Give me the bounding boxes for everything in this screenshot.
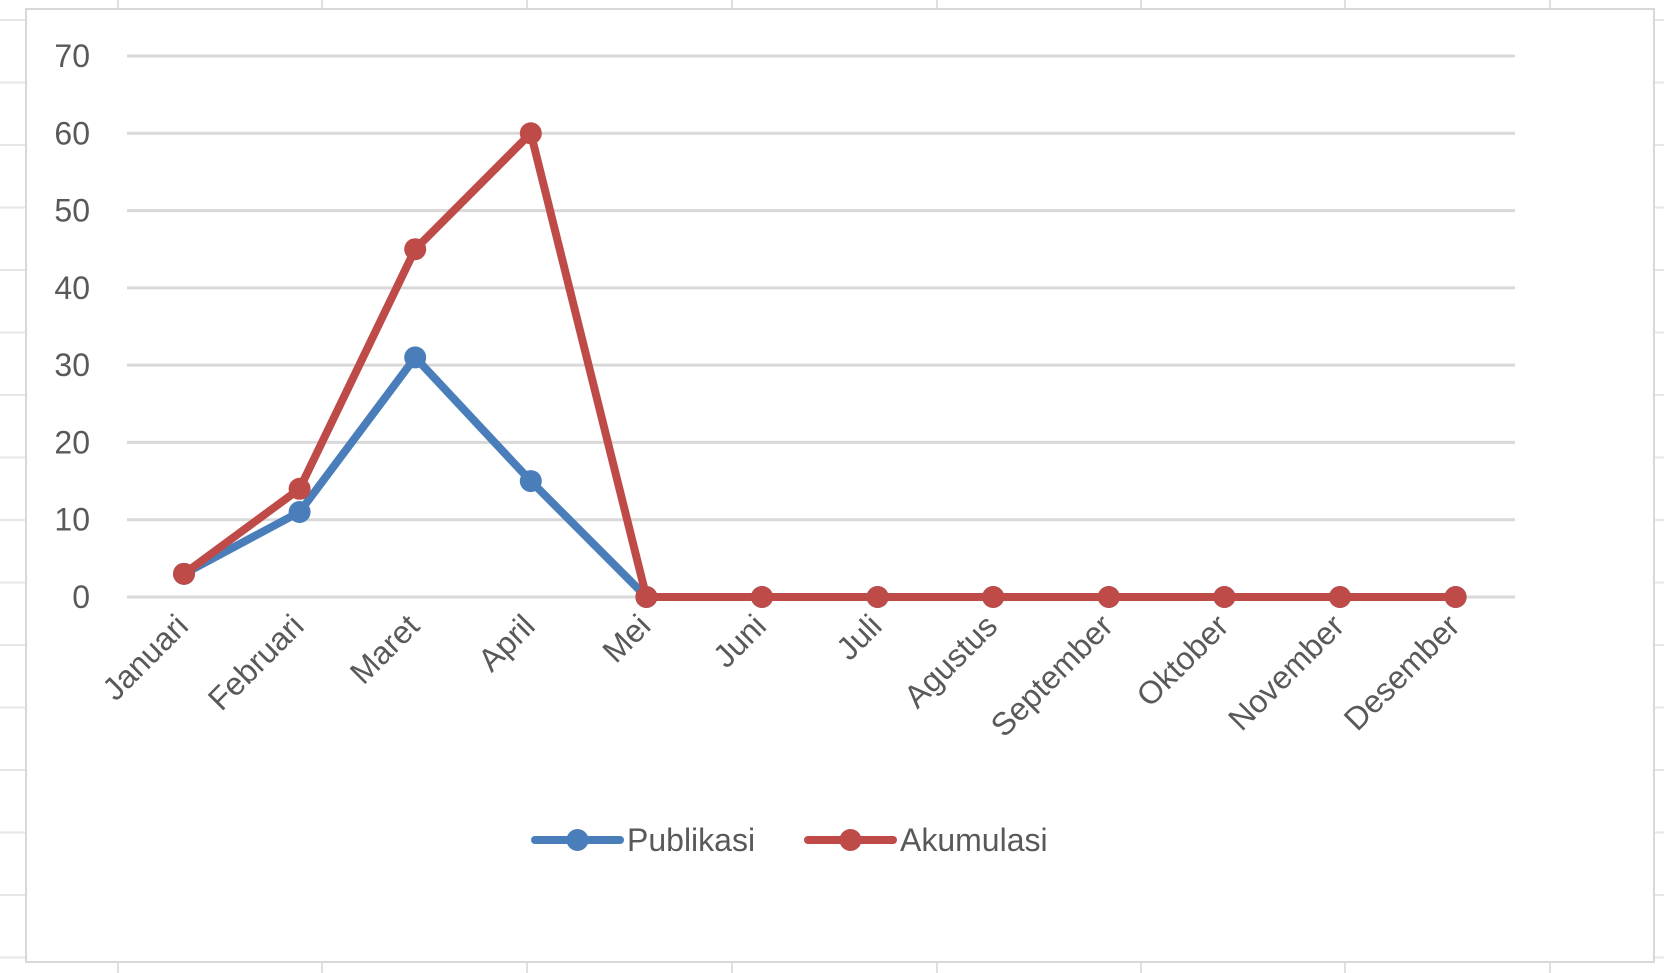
data-point	[1213, 586, 1236, 608]
x-tick-label: Mei	[595, 607, 657, 669]
x-tick-label: Oktober	[1129, 607, 1235, 713]
series-line	[180, 129, 1460, 601]
x-tick-label: Januari	[95, 607, 195, 707]
x-tick-label: April	[471, 607, 542, 678]
legend-item-akumulasi: Akumulasi	[804, 822, 1048, 858]
legend-marker	[839, 829, 862, 851]
data-point	[404, 238, 427, 261]
data-point	[982, 586, 1005, 608]
x-tick-label: Februari	[201, 607, 311, 717]
series-akumulasi	[173, 122, 1467, 608]
x-tick-label: September	[984, 607, 1120, 743]
data-point	[751, 586, 773, 608]
legend-label: Publikasi	[627, 822, 755, 858]
x-tick-label: Desember	[1337, 607, 1467, 737]
data-point	[404, 346, 427, 369]
x-tick-label: Juni	[706, 607, 773, 674]
x-tick-label: November	[1221, 607, 1351, 737]
legend-label: Akumulasi	[900, 822, 1048, 858]
data-point	[519, 122, 542, 145]
x-tick-label: Agustus	[897, 607, 1004, 714]
x-tick-label: Maret	[343, 607, 426, 690]
y-tick-label: 20	[54, 424, 90, 460]
data-point	[173, 562, 195, 585]
data-point	[1097, 586, 1120, 608]
data-point	[519, 470, 542, 493]
gridlines	[127, 54, 1515, 599]
y-tick-label: 10	[54, 502, 90, 538]
y-tick-label: 0	[72, 579, 90, 615]
y-tick-label: 70	[54, 38, 90, 74]
x-tick-label: Juli	[829, 607, 888, 666]
y-tick-label: 50	[54, 193, 90, 229]
data-point	[635, 586, 658, 608]
data-point	[288, 477, 311, 500]
y-axis-tick-labels: 0 10 20 30 40 50 60 70	[54, 38, 90, 615]
series-layer	[173, 122, 1467, 608]
y-tick-label: 40	[54, 270, 90, 306]
y-tick-label: 60	[54, 115, 90, 151]
legend: Publikasi Akumulasi	[531, 822, 1048, 858]
y-tick-label: 30	[54, 347, 90, 383]
series-publikasi	[173, 346, 1467, 608]
legend-marker	[566, 829, 589, 851]
data-point	[1444, 586, 1467, 608]
data-point	[866, 586, 889, 608]
data-point	[1329, 586, 1351, 608]
legend-item-publikasi: Publikasi	[531, 822, 755, 858]
series-line	[180, 353, 1460, 601]
data-point	[288, 500, 311, 523]
x-axis-tick-labels: Januari Februari Maret April Mei Juni Juli Agus…	[95, 607, 1467, 743]
